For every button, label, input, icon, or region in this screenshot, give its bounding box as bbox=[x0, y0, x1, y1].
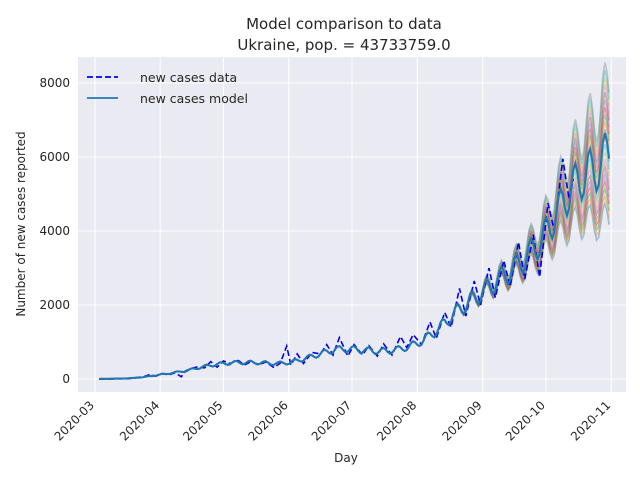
x-tick-label: 2020-06 bbox=[246, 398, 291, 443]
legend-data-label: new cases data bbox=[140, 70, 237, 85]
series-new-cases-model bbox=[99, 132, 611, 380]
x-tick-label: 2020-04 bbox=[117, 398, 162, 443]
x-tick-label: 2020-07 bbox=[309, 398, 354, 443]
x-tick-label: 2020-08 bbox=[374, 398, 419, 443]
legend: new cases data new cases model bbox=[87, 70, 248, 106]
x-tick-label: 2020-05 bbox=[180, 398, 225, 443]
series-layer bbox=[99, 132, 611, 380]
y-tick-label: 8000 bbox=[39, 76, 70, 90]
x-tick-label: 2020-09 bbox=[439, 398, 484, 443]
x-tick-label: 2020-03 bbox=[52, 398, 97, 443]
x-tick-label: 2020-10 bbox=[503, 398, 548, 443]
grid bbox=[78, 57, 626, 392]
y-tick-label: 6000 bbox=[39, 150, 70, 164]
x-tick-label: 2020-11 bbox=[568, 398, 613, 443]
chart-subtitle: Ukraine, pop. = 43733759.0 bbox=[237, 36, 450, 54]
series-new-cases-data bbox=[99, 158, 575, 380]
chart-title: Model comparison to data bbox=[246, 15, 442, 33]
y-tick-label: 4000 bbox=[39, 224, 70, 238]
y-tick-label: 0 bbox=[62, 372, 70, 386]
y-axis-label: Number of new cases reported bbox=[14, 131, 28, 316]
legend-model-label: new cases model bbox=[140, 91, 248, 106]
y-tick-label: 2000 bbox=[39, 298, 70, 312]
x-axis-label: Day bbox=[334, 451, 358, 465]
